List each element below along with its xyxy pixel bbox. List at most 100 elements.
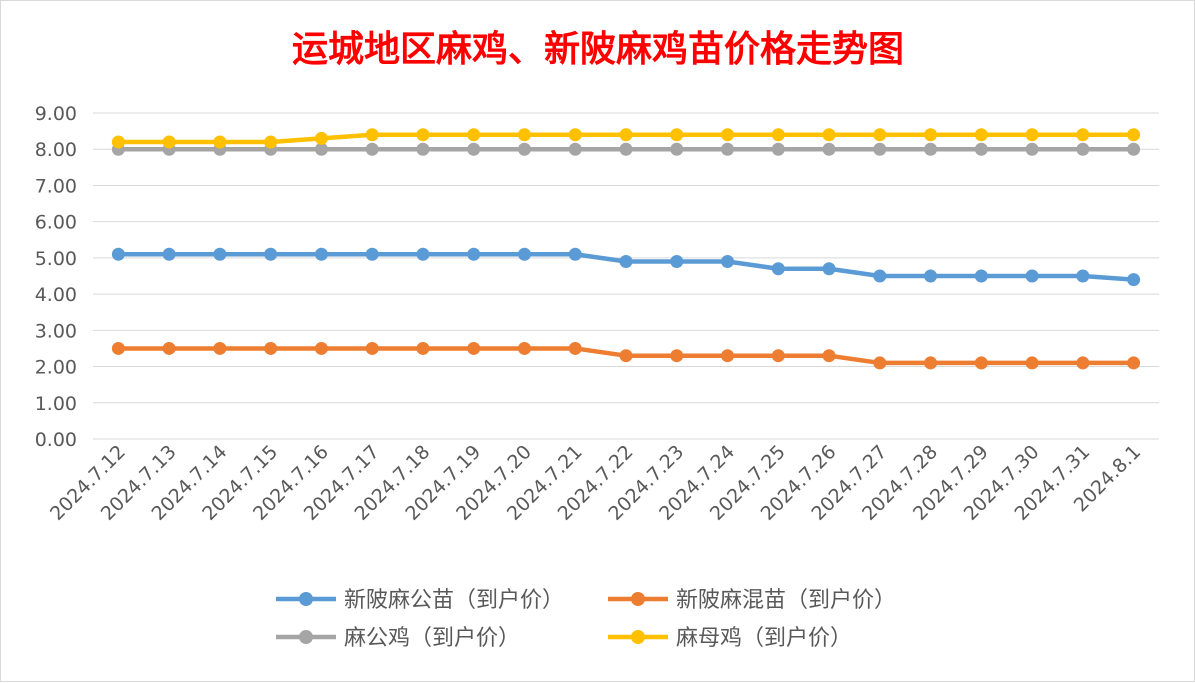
y-tick-label: 8.00 bbox=[35, 139, 77, 161]
data-point bbox=[873, 128, 887, 142]
data-point bbox=[974, 128, 988, 142]
data-point bbox=[1076, 269, 1090, 283]
data-point bbox=[873, 269, 887, 283]
data-point bbox=[1025, 356, 1039, 370]
data-point bbox=[111, 341, 125, 355]
legend-item: 新陂麻公苗（到户价） bbox=[276, 588, 564, 613]
data-point bbox=[467, 247, 481, 261]
legend-marker bbox=[299, 592, 313, 606]
legend-item: 麻母鸡（到户价） bbox=[608, 626, 852, 651]
data-point bbox=[162, 247, 176, 261]
data-point bbox=[670, 142, 684, 156]
data-point bbox=[314, 131, 328, 145]
legend-label: 新陂麻混苗（到户价） bbox=[676, 588, 896, 613]
data-point bbox=[1127, 273, 1141, 287]
data-point bbox=[213, 135, 227, 149]
data-point bbox=[619, 349, 633, 363]
data-point bbox=[517, 142, 531, 156]
data-point bbox=[314, 341, 328, 355]
y-tick-label: 2.00 bbox=[35, 357, 77, 379]
y-tick-label: 9.00 bbox=[35, 103, 77, 125]
data-point bbox=[568, 142, 582, 156]
data-point bbox=[416, 341, 430, 355]
data-point bbox=[517, 341, 531, 355]
data-point bbox=[924, 142, 938, 156]
data-point bbox=[365, 341, 379, 355]
data-point bbox=[365, 128, 379, 142]
legend: 新陂麻公苗（到户价） 新陂麻混苗（到户价） 麻公鸡（到户价） 麻母鸡（到户价） bbox=[276, 588, 896, 651]
data-point bbox=[1076, 128, 1090, 142]
legend-item: 麻公鸡（到户价） bbox=[276, 626, 520, 651]
y-tick-label: 1.00 bbox=[35, 393, 77, 415]
data-point bbox=[974, 356, 988, 370]
data-point bbox=[111, 135, 125, 149]
legend-item: 新陂麻混苗（到户价） bbox=[608, 588, 896, 613]
data-point bbox=[162, 135, 176, 149]
data-point bbox=[111, 247, 125, 261]
legend-label: 麻母鸡（到户价） bbox=[676, 626, 852, 651]
data-point bbox=[721, 349, 735, 363]
legend-marker bbox=[299, 630, 313, 644]
series-2 bbox=[111, 341, 1141, 370]
series-1 bbox=[111, 247, 1141, 287]
data-point bbox=[619, 255, 633, 269]
data-point bbox=[619, 142, 633, 156]
y-tick-label: 4.00 bbox=[35, 284, 77, 306]
data-point bbox=[1025, 269, 1039, 283]
data-point bbox=[721, 255, 735, 269]
data-point bbox=[568, 128, 582, 142]
data-point bbox=[264, 247, 278, 261]
y-tick-label: 0.00 bbox=[35, 429, 77, 451]
series-4 bbox=[111, 128, 1141, 149]
data-point bbox=[568, 247, 582, 261]
data-point bbox=[771, 262, 785, 276]
data-point bbox=[822, 262, 836, 276]
data-point bbox=[264, 341, 278, 355]
legend-label: 麻公鸡（到户价） bbox=[344, 626, 520, 651]
y-axis-tick-labels: 0.00 1.00 2.00 3.00 4.00 5.00 6.00 7.00 8.00 9.00 bbox=[35, 103, 77, 451]
data-point bbox=[517, 128, 531, 142]
data-point bbox=[924, 269, 938, 283]
data-point bbox=[771, 349, 785, 363]
legend-marker bbox=[631, 630, 645, 644]
data-point bbox=[873, 356, 887, 370]
data-point bbox=[1076, 356, 1090, 370]
data-point bbox=[924, 356, 938, 370]
data-point bbox=[974, 269, 988, 283]
data-point bbox=[771, 128, 785, 142]
data-point bbox=[1127, 356, 1141, 370]
y-tick-label: 3.00 bbox=[35, 320, 77, 342]
data-point bbox=[314, 247, 328, 261]
data-point bbox=[467, 128, 481, 142]
y-tick-label: 5.00 bbox=[35, 248, 77, 270]
data-point bbox=[619, 128, 633, 142]
data-point bbox=[1025, 128, 1039, 142]
data-point bbox=[568, 341, 582, 355]
data-point bbox=[1127, 128, 1141, 142]
data-point bbox=[314, 142, 328, 156]
data-point bbox=[162, 341, 176, 355]
data-point bbox=[416, 142, 430, 156]
legend-label: 新陂麻公苗（到户价） bbox=[344, 588, 564, 613]
legend-marker bbox=[631, 592, 645, 606]
data-point bbox=[264, 135, 278, 149]
data-point bbox=[1076, 142, 1090, 156]
data-point bbox=[924, 128, 938, 142]
data-point bbox=[467, 142, 481, 156]
data-point bbox=[213, 247, 227, 261]
data-point bbox=[467, 341, 481, 355]
data-point bbox=[1127, 142, 1141, 156]
data-point bbox=[721, 128, 735, 142]
data-point bbox=[822, 142, 836, 156]
chart-title: 运城地区麻鸡、新陂麻鸡苗价格走势图 bbox=[292, 28, 904, 70]
data-point bbox=[517, 247, 531, 261]
data-point bbox=[670, 128, 684, 142]
data-point bbox=[416, 128, 430, 142]
data-point bbox=[721, 142, 735, 156]
data-point bbox=[822, 128, 836, 142]
data-point bbox=[365, 142, 379, 156]
data-point bbox=[873, 142, 887, 156]
data-point bbox=[416, 247, 430, 261]
y-tick-label: 6.00 bbox=[35, 212, 77, 234]
